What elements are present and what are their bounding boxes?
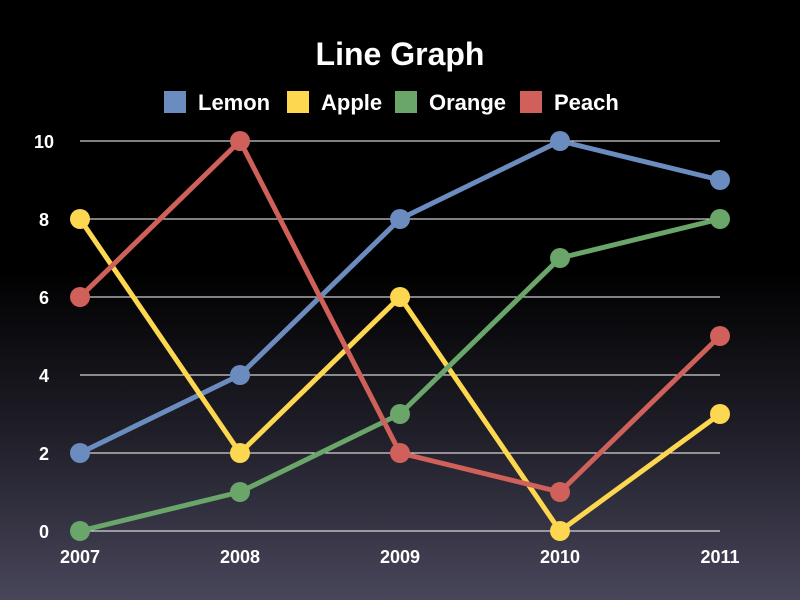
series-orange <box>70 209 730 541</box>
x-tick-label: 2011 <box>700 547 739 567</box>
data-point-peach-2009 <box>390 443 410 463</box>
data-point-lemon-2010 <box>550 131 570 151</box>
legend: Lemon Apple Orange Peach <box>164 90 619 115</box>
data-point-apple-2010 <box>550 521 570 541</box>
x-tick-label: 2010 <box>540 547 580 567</box>
legend-item-peach: Peach <box>520 90 619 115</box>
legend-swatch <box>395 91 417 113</box>
y-tick-label: 4 <box>39 366 49 386</box>
data-point-peach-2007 <box>70 287 90 307</box>
y-tick-label: 8 <box>39 210 49 230</box>
legend-label: Orange <box>429 90 506 115</box>
x-tick-label: 2009 <box>380 547 420 567</box>
data-point-peach-2010 <box>550 482 570 502</box>
legend-item-orange: Orange <box>395 90 506 115</box>
data-point-apple-2008 <box>230 443 250 463</box>
y-tick-label: 2 <box>39 444 49 464</box>
x-tick-label: 2007 <box>60 547 100 567</box>
series-line-peach <box>77 138 723 495</box>
legend-swatch <box>287 91 309 113</box>
series-apple <box>70 209 730 541</box>
legend-label: Lemon <box>198 90 270 115</box>
y-axis-ticks: 0 2 4 6 8 10 <box>34 132 54 542</box>
data-point-orange-2008 <box>230 482 250 502</box>
series-lemon <box>70 131 730 463</box>
x-axis-ticks: 2007 2008 2009 2010 2011 <box>60 547 740 567</box>
y-tick-label: 6 <box>39 288 49 308</box>
legend-label: Peach <box>554 90 619 115</box>
data-point-orange-2010 <box>550 248 570 268</box>
series-peach <box>70 131 730 502</box>
legend-swatch <box>164 91 186 113</box>
x-tick-label: 2008 <box>220 547 260 567</box>
data-point-apple-2007 <box>70 209 90 229</box>
legend-swatch <box>520 91 542 113</box>
data-point-lemon-2009 <box>390 209 410 229</box>
y-tick-label: 10 <box>34 132 54 152</box>
data-point-orange-2009 <box>390 404 410 424</box>
legend-item-apple: Apple <box>287 90 382 115</box>
y-tick-label: 0 <box>39 522 49 542</box>
data-point-lemon-2011 <box>710 170 730 190</box>
data-point-lemon-2008 <box>230 365 250 385</box>
legend-label: Apple <box>321 90 382 115</box>
chart-title: Line Graph <box>316 36 485 72</box>
series-layer <box>70 131 730 541</box>
data-point-peach-2011 <box>710 326 730 346</box>
data-point-peach-2008 <box>230 131 250 151</box>
data-point-apple-2009 <box>390 287 410 307</box>
grid-layer <box>80 140 720 532</box>
data-point-lemon-2007 <box>70 443 90 463</box>
data-point-apple-2011 <box>710 404 730 424</box>
data-point-orange-2011 <box>710 209 730 229</box>
data-point-orange-2007 <box>70 521 90 541</box>
legend-item-lemon: Lemon <box>164 90 270 115</box>
